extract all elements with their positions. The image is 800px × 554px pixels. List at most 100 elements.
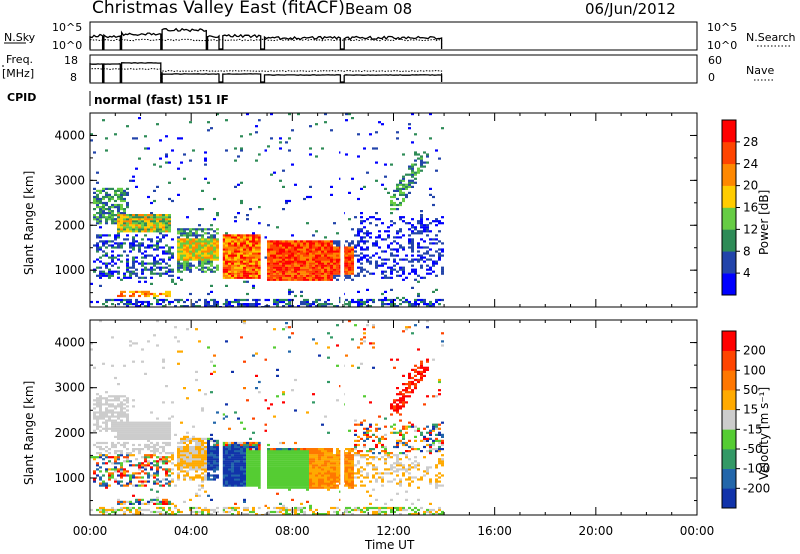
heatmap-cell [135,437,138,440]
heatmap-cell [375,179,378,182]
heatmap-cell [237,262,240,265]
heatmap-cell [321,258,324,261]
heatmap-cell [195,445,198,449]
heatmap-cell [141,260,144,263]
heatmap-cell [366,472,369,475]
heatmap-cell [327,472,330,475]
heatmap-cell [348,480,351,483]
heatmap-cell [147,303,150,306]
heatmap-cell [204,441,207,445]
heatmap-cell [165,435,168,438]
heatmap-cell [171,300,174,304]
cpid-label: CPID [7,91,36,104]
heatmap-cell [174,464,177,467]
heatmap-cell [156,462,159,465]
heatmap-cell [255,125,258,128]
heatmap-cell [117,427,120,430]
heatmap-cell [129,429,132,432]
heatmap-cell [222,413,225,416]
heatmap-cell [225,340,228,343]
heatmap-cell [117,244,120,247]
heatmap-cell [375,506,378,510]
heatmap-cell [111,298,114,302]
heatmap-cell [435,298,438,302]
heatmap-cell [129,220,132,223]
heatmap-cell [348,272,351,275]
heatmap-cell [303,260,306,263]
heatmap-cell [354,244,357,247]
heatmap-cell [324,242,327,245]
heatmap-cell [201,439,204,442]
heatmap-cell [108,212,111,215]
heatmap-cell [138,450,141,453]
heatmap-cell [231,458,234,461]
colorbar-swatch [722,185,736,208]
heatmap-cell [228,510,231,514]
heatmap-cell [123,399,126,402]
heatmap-cell [105,187,108,190]
heatmap-cell [228,234,231,237]
heatmap-cell [177,458,180,461]
heatmap-cell [156,482,159,485]
heatmap-cell [381,292,384,296]
heatmap-cell [375,498,378,501]
heatmap-cell [327,298,330,302]
heatmap-cell [195,462,198,465]
heatmap-cell [252,431,255,434]
heatmap-cell [270,482,273,485]
heatmap-cell [354,506,357,510]
heatmap-cell [411,264,414,267]
heatmap-cell [438,298,441,302]
heatmap-cell [300,462,303,465]
heatmap-cell [240,468,243,471]
heatmap-cell [336,510,339,514]
heatmap-cell [165,468,168,471]
heatmap-cell [210,256,213,259]
heatmap-cell [405,276,408,279]
heatmap-cell [258,476,261,479]
heatmap-cell [321,450,324,453]
heatmap-cell [417,292,420,296]
heatmap-cell [393,189,396,192]
heatmap-cell [249,208,252,211]
heatmap-cell [258,460,261,463]
heatmap-cell [99,189,102,192]
heatmap-cell [165,510,168,514]
heatmap-cell [177,137,180,140]
heatmap-cell [246,305,249,308]
heatmap-cell [402,220,405,223]
heatmap-cell [396,262,399,265]
heatmap-cell [258,480,261,483]
heatmap-cell [141,256,144,259]
heatmap-cell [186,234,189,237]
heatmap-cell [270,448,273,451]
heatmap-cell [309,266,312,269]
heatmap-cell [153,433,156,436]
heatmap-cell [150,488,153,491]
heatmap-cell [171,458,174,461]
heatmap-cell [243,482,246,485]
heatmap-cell [204,450,207,453]
heatmap-cell [210,290,213,293]
heatmap-cell [192,240,195,243]
heatmap-cell [204,303,207,306]
heatmap-cell [96,393,99,396]
heatmap-cell [237,274,240,277]
heatmap-cell [189,256,192,259]
heatmap-cell [153,268,156,271]
heatmap-cell [426,234,429,237]
heatmap-cell [117,498,120,501]
heatmap-cell [291,272,294,275]
heatmap-cell [327,240,330,243]
heatmap-cell [423,300,426,304]
heatmap-cell [327,250,330,253]
heatmap-cell [162,220,165,223]
heatmap-cell [105,456,108,459]
heatmap-cell [195,464,198,467]
heatmap-cell [222,238,225,241]
heatmap-cell [225,443,228,447]
heatmap-cell [357,423,360,426]
heatmap-cell [330,454,333,457]
heatmap-cell [303,470,306,473]
heatmap-cell [135,342,138,345]
